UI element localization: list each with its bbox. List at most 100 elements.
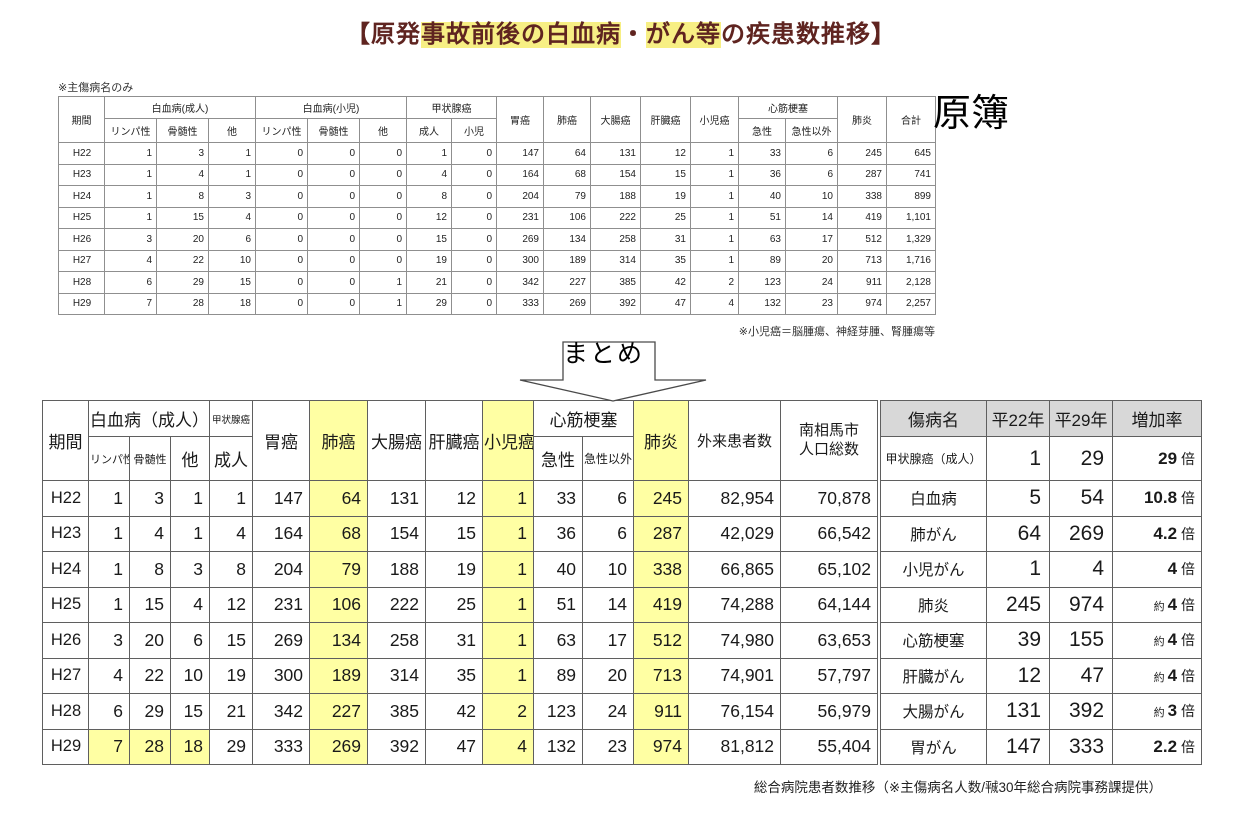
cell: 40 [533, 551, 584, 588]
cell: 512 [837, 228, 887, 251]
cell: 31 [425, 622, 484, 659]
cell: 63 [738, 228, 786, 251]
cell: 64 [309, 480, 369, 517]
cell: 51 [533, 586, 584, 623]
disease-name: 甲状腺癌（成人） [880, 436, 988, 481]
cell: 287 [633, 515, 690, 552]
cell: 0 [255, 228, 308, 251]
cell: 2 [482, 693, 535, 730]
cell: 0 [359, 206, 407, 229]
cell: 63,653 [780, 622, 879, 659]
cell: 40 [738, 185, 786, 208]
cell: 15 [425, 515, 484, 552]
cell: 0 [255, 142, 308, 165]
increase-rate: 2.2 倍 [1112, 728, 1203, 765]
cell: 3 [169, 551, 211, 588]
h22-value: 147 [986, 728, 1051, 765]
cell: 258 [367, 622, 427, 659]
cell: 15 [640, 163, 691, 186]
col-group-thyroid: 甲状腺癌 [209, 400, 254, 437]
cell: 42 [425, 693, 484, 730]
table-row: H24 1 8 3 8 204 79 188 19 1 40 10 338 66,865 65,102 [42, 551, 879, 588]
footer-source-note: 総合病院患者数推移（※主傷病名人数/㍻30年総合病院事務課提供） [753, 780, 1162, 795]
cell: 1 [482, 586, 535, 623]
cell: 164 [496, 163, 544, 186]
rate-unit: 倍 [1181, 596, 1196, 613]
cell: 7 [88, 728, 130, 765]
disease-name: 小児がん [880, 551, 988, 588]
cell: 385 [367, 693, 427, 730]
cell: 147 [496, 142, 544, 165]
cell: 0 [451, 249, 497, 272]
cell: 1 [482, 657, 535, 694]
table-row: 肺がん 64 269 4.2 倍 [880, 515, 1203, 552]
table-row: H25 1 15 4 0 0 0 12 0 231 106 222 25 1 51 14 419 1,101 [58, 206, 936, 229]
cell: 28 [129, 728, 171, 765]
title-part: 【原発 [346, 22, 421, 48]
table-row: 胃がん 147 333 2.2 倍 [880, 728, 1203, 765]
cell: H22 [58, 142, 105, 165]
cell: 1 [209, 480, 254, 517]
cell: 4 [104, 249, 157, 272]
rate-number: 29 [1158, 448, 1178, 468]
h22-value: 1 [986, 551, 1051, 588]
h29-value: 333 [1049, 728, 1114, 765]
source-register-body: H22 1 3 1 0 0 0 1 0 147 64 131 12 1 33 6 245 645 H23 1 4 1 0 0 0… [58, 142, 936, 315]
sub-header-acute: 急性 [738, 118, 786, 143]
col-group-mi: 心筋梗塞 [533, 400, 635, 437]
cell: 1 [690, 249, 739, 272]
cell: 22 [156, 249, 209, 272]
cell: 33 [738, 142, 786, 165]
cell: 342 [252, 693, 311, 730]
rate-number: 2.2 [1153, 736, 1178, 756]
cell: 42,029 [688, 515, 782, 552]
page-title: 【原発事故前後の白血病・がん等の疾患数推移】 [0, 14, 1242, 49]
cell: 222 [367, 586, 427, 623]
cell: 4 [156, 163, 209, 186]
sub-header-child: 小児 [451, 118, 497, 143]
cell: 23 [785, 292, 838, 315]
cell: 0 [359, 185, 407, 208]
cell: 132 [533, 728, 584, 765]
cell: 3 [208, 185, 256, 208]
summary-main-table: 期間 白血病（成人） 甲状腺癌 胃癌 肺癌 大腸癌 肝臓癌 小児癌 心筋梗塞 肺… [42, 400, 879, 765]
cell: 7 [104, 292, 157, 315]
cell: 258 [590, 228, 641, 251]
cell: 74,288 [688, 586, 782, 623]
cell: 0 [255, 271, 308, 294]
cell: 68 [309, 515, 369, 552]
cell: 12 [425, 480, 484, 517]
cell: 29 [406, 292, 452, 315]
cell: 4 [88, 657, 130, 694]
cell: 20 [785, 249, 838, 272]
cell: 1 [359, 292, 407, 315]
cell: 66,542 [780, 515, 879, 552]
cell: 6 [208, 228, 256, 251]
rate-unit: 倍 [1181, 738, 1196, 755]
cell: 28 [156, 292, 209, 315]
cell: 15 [129, 586, 171, 623]
population-line2: 人口総数 [799, 440, 860, 458]
cell: 10 [169, 657, 211, 694]
cell: 12 [406, 206, 452, 229]
rate-number: 4 [1167, 559, 1178, 579]
cell: 20 [156, 228, 209, 251]
cell: 25 [425, 586, 484, 623]
sub-header-adult: 成人 [209, 436, 254, 481]
sub-header-lymph: リンパ性 [255, 118, 308, 143]
cell: 227 [543, 271, 591, 294]
table-row: H27 4 22 10 0 0 0 19 0 300 189 314 35 1 89 20 713 1,716 [58, 249, 936, 272]
cell: 25 [640, 206, 691, 229]
sub-header-other: 他 [208, 118, 256, 143]
increase-rate: 29 倍 [1112, 436, 1203, 481]
cell: 17 [582, 622, 635, 659]
cell: 231 [252, 586, 311, 623]
title-highlight: 事故前後の白血病 [421, 22, 621, 48]
col-header-total: 合計 [886, 96, 936, 143]
cell: 300 [252, 657, 311, 694]
cell: 1 [208, 142, 256, 165]
cell: 29 [209, 728, 254, 765]
cell: 154 [367, 515, 427, 552]
